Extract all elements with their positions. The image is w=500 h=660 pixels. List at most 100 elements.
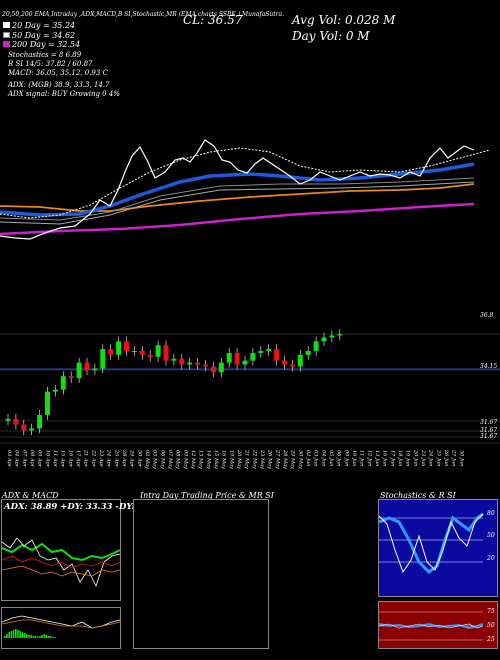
macd-histogram-bar [34, 636, 37, 638]
rsi-white-line [378, 623, 484, 629]
ema20-label: 20 Day = 35.24 [3, 21, 75, 30]
rsi-level-label-75: 75 [487, 608, 495, 615]
macd-histogram-bar [54, 637, 57, 638]
date-tick-label: 28 Apr [121, 449, 127, 468]
price-label-low-1: 31.67 [480, 419, 498, 426]
stoch-level-label-80: 80 [487, 510, 495, 517]
macd-signal-line [1, 619, 121, 629]
candle-body [313, 341, 319, 351]
date-tick-label: 09 Jun [343, 450, 349, 466]
date-tick-label: 03 Jun [313, 450, 319, 466]
day-volume-label: Day Vol: 0 M [292, 29, 370, 43]
candle-body [282, 360, 287, 365]
date-tick-label: 30 Jun [458, 450, 464, 466]
ema-panel: 20,50,200 EMA,Intraday ,ADX,MACD,B SI,St… [0, 0, 500, 318]
macd-histogram-bar [12, 630, 15, 638]
date-tick-label: 06 May [159, 450, 165, 469]
date-tick-label: 11 Apr [52, 450, 58, 468]
adx-orange-line [1, 565, 121, 577]
candle-body [297, 354, 303, 367]
candle-body [124, 341, 129, 351]
price-label-mid: 34.15 [480, 363, 498, 370]
macd-histogram-bar [30, 635, 32, 638]
date-tick-label: 04 Jun [320, 450, 326, 466]
candle-body [329, 335, 335, 338]
date-tick-label: 23 Jun [420, 449, 426, 466]
macd-histogram-bar [17, 630, 19, 638]
date-tick-label: 20 Jun [412, 449, 418, 466]
adx-panel: ADX: 38.89 +DY: 33.33 -DY: 14.67 [1, 499, 164, 601]
adx-signal-label: ADX signal: BUY Growing 0 4% [8, 90, 120, 98]
date-tick-label: 30 Apr [136, 450, 142, 468]
candle-body [131, 350, 137, 352]
candle-body [139, 350, 145, 355]
candle-body [100, 349, 106, 369]
rsi-chart [378, 611, 484, 641]
rsi-blue-line [378, 622, 484, 630]
ema200-label: 200 Day = 32.54 [3, 40, 80, 49]
macd-chart [1, 615, 121, 638]
date-tick-label: 22 May [251, 449, 257, 469]
candle-body [84, 362, 90, 371]
date-tick-label: 03 Apr [6, 450, 12, 468]
macd-histogram-bar [6, 634, 8, 638]
close-price-label: CL: 36.57 [183, 13, 243, 27]
date-tick-label: 26 Jun [443, 449, 449, 466]
candle-body [52, 389, 58, 392]
date-tick-label: 10 Jun [351, 450, 357, 466]
stoch-white-line [378, 513, 484, 574]
candle-body [218, 362, 224, 373]
date-tick-label: 04 Apr [14, 450, 20, 468]
date-tick-label: 05 May [152, 450, 158, 469]
price-line [0, 139, 475, 240]
macd-histogram-bar [15, 629, 17, 638]
date-tick-label: 23 Apr [98, 449, 104, 468]
date-tick-label: 18 Jun [397, 450, 403, 466]
macd-histogram-bar [8, 632, 10, 638]
price-label-top: 36.8 [480, 312, 494, 319]
candle-body [179, 358, 185, 365]
ema200-line [0, 202, 475, 236]
adx-chart [1, 537, 122, 588]
date-tick-label: 25 Apr [113, 449, 119, 468]
candle-body [68, 376, 74, 379]
ema20-line [0, 147, 491, 219]
date-tick-label: 08 Apr [29, 450, 35, 468]
date-tick-label: 30 May [297, 450, 303, 469]
ema50-swatch [3, 32, 10, 38]
price-label-low-2: 31.67 [480, 427, 498, 434]
candle-body [116, 341, 122, 355]
date-tick-label: 19 Jun [405, 450, 411, 466]
date-axis: 03 Apr 04 Apr 07 Apr 08 Apr 09 Apr 10 Apr 11 A… [0, 448, 500, 494]
date-tick-label: 14 May [205, 450, 211, 469]
date-axis-labels: 03 Apr 04 Apr 07 Apr 08 Apr 09 Apr 10 Apr 11 A… [6, 449, 464, 469]
adx-red-line [1, 555, 121, 569]
date-tick-label: 10 Apr [44, 450, 50, 468]
ema-band-grey-1 [0, 177, 475, 221]
date-tick-label: 26 May [267, 449, 273, 469]
candle-body [29, 428, 35, 431]
date-tick-label: 24 Apr [106, 449, 112, 468]
date-tick-label: 16 Jun [382, 450, 388, 466]
date-tick-label: 17 Jun [389, 450, 395, 466]
date-tick-label: 09 Apr [37, 450, 43, 468]
date-tick-label: 28 May [282, 449, 288, 469]
intraday-panel [133, 499, 269, 649]
candle-body [171, 358, 177, 361]
ema-band-grey-2 [0, 181, 475, 225]
date-tick-label: 21 Apr [83, 449, 89, 468]
date-tick-label: 15 Apr [60, 450, 66, 468]
date-tick-label: 12 May [190, 450, 196, 469]
candle-body [234, 352, 240, 365]
date-tick-label: 17 Apr [75, 450, 81, 468]
candle-body [242, 360, 248, 365]
candle-body [203, 364, 208, 367]
candle-body [321, 337, 327, 342]
macd-histogram-bar [28, 635, 30, 638]
stoch-level-label-20: 20 [487, 555, 495, 562]
date-tick-label: 13 Jun [374, 450, 380, 466]
date-tick-label: 12 Jun [366, 450, 372, 466]
date-tick-label: 23 May [259, 449, 265, 469]
macd-panel [1, 607, 121, 649]
stoch-panel-title: Stochastics & R SI [380, 491, 456, 500]
